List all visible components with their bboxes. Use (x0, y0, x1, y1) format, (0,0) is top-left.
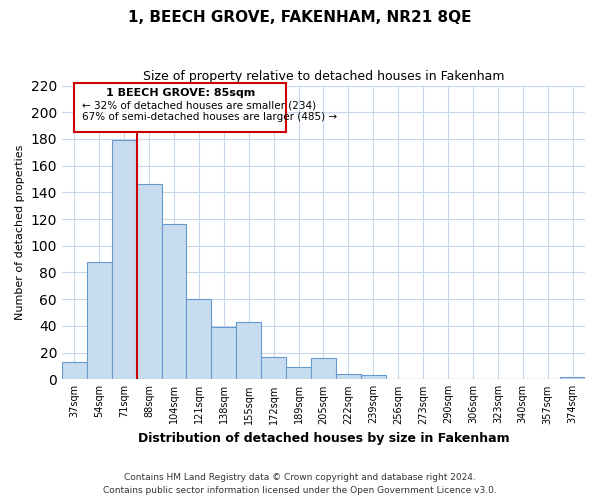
X-axis label: Distribution of detached houses by size in Fakenham: Distribution of detached houses by size … (137, 432, 509, 445)
Text: 1, BEECH GROVE, FAKENHAM, NR21 8QE: 1, BEECH GROVE, FAKENHAM, NR21 8QE (128, 10, 472, 25)
Bar (236, 322, 261, 380)
Bar (187, 299, 211, 380)
Bar (336, 374, 361, 380)
Bar (211, 327, 236, 380)
Bar (560, 376, 585, 380)
Text: 1 BEECH GROVE: 85sqm: 1 BEECH GROVE: 85sqm (106, 88, 255, 98)
Text: ← 32% of detached houses are smaller (234): ← 32% of detached houses are smaller (23… (82, 100, 316, 110)
Y-axis label: Number of detached properties: Number of detached properties (15, 144, 25, 320)
Bar (286, 368, 311, 380)
Bar (137, 184, 161, 380)
Bar (62, 362, 87, 380)
Title: Size of property relative to detached houses in Fakenham: Size of property relative to detached ho… (143, 70, 504, 83)
Bar (311, 358, 336, 380)
Bar (361, 376, 386, 380)
Bar (261, 356, 286, 380)
Text: Contains HM Land Registry data © Crown copyright and database right 2024.
Contai: Contains HM Land Registry data © Crown c… (103, 473, 497, 495)
Bar (161, 224, 187, 380)
FancyBboxPatch shape (74, 83, 286, 132)
Text: 67% of semi-detached houses are larger (485) →: 67% of semi-detached houses are larger (… (82, 112, 337, 122)
Bar (87, 262, 112, 380)
Bar (112, 140, 137, 380)
